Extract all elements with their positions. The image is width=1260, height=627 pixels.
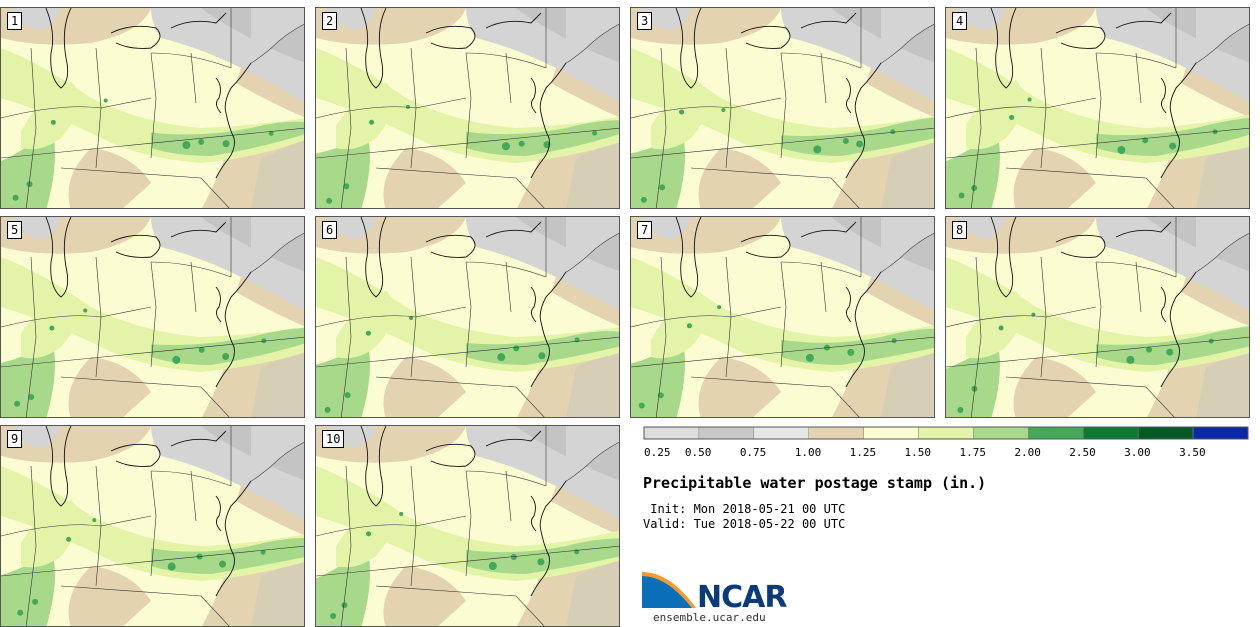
member-panel-3: 3 [630,7,935,209]
ncar-logo-icon [642,570,697,616]
valid-time: Valid: Tue 2018-05-22 00 UTC [643,517,846,531]
pw-map-5 [1,217,304,417]
legend-tick-label: 3.00 [1124,446,1151,459]
panel-number-label: 7 [637,221,653,239]
pw-map-2 [316,8,619,208]
panel-number-label: 5 [7,221,23,239]
panel-number-label: 8 [952,221,968,239]
panel-number-label: 2 [322,12,338,30]
legend-swatch [1137,426,1194,440]
member-panel-4: 4 [945,7,1250,209]
legend-swatch [1083,426,1139,440]
init-time: Init: Mon 2018-05-21 00 UTC [643,502,846,516]
legend-swatch [698,426,755,440]
legend-tick-label: 0.25 [644,446,671,459]
member-panel-9: 9 [0,425,305,627]
panel-number-label: 6 [322,221,338,239]
member-panel-7: 7 [630,216,935,418]
member-panel-6: 6 [315,216,620,418]
pw-map-1 [1,8,304,208]
legend-swatch [973,426,1029,440]
pw-map-3 [631,8,934,208]
pw-map-10 [316,426,619,626]
ncar-logo-text: NCAR [697,580,787,615]
legend-swatch [643,426,700,440]
pw-map-4 [946,8,1249,208]
member-panel-8: 8 [945,216,1250,418]
website-url: ensemble.ucar.edu [653,611,766,624]
legend-swatch [808,426,864,440]
legend-swatch [1028,426,1084,440]
panel-number-label: 9 [7,430,23,448]
legend-swatch [863,426,919,440]
legend-swatch [918,426,974,440]
panel-number-label: 3 [637,12,653,30]
member-panel-5: 5 [0,216,305,418]
legend-tick-label: 1.50 [905,446,932,459]
chart-title: Precipitable water postage stamp (in.) [643,474,987,492]
legend-tick-label: 0.50 [685,446,711,459]
legend-tick-label: 0.75 [740,446,767,459]
member-panel-10: 10 [315,425,620,627]
legend-tick-label: 3.50 [1179,446,1206,459]
pw-map-9 [1,426,304,626]
pw-map-6 [316,217,619,417]
legend-swatch [1192,426,1249,440]
member-panel-1: 1 [0,7,305,209]
legend-outline [643,426,1249,440]
member-panel-2: 2 [315,7,620,209]
color-legend: 0.25 0.50 0.75 1.00 1.25 1.50 1.75 2.00 2.50 3.00… [643,426,1249,464]
panel-number-label: 4 [952,12,968,30]
legend-swatch [753,426,809,440]
pw-map-8 [946,217,1249,417]
legend-tick-label: 2.00 [1014,446,1041,459]
legend-tick-label: 1.00 [795,446,822,459]
legend-tick-label: 1.75 [959,446,986,459]
legend-tick-label: 1.25 [850,446,877,459]
panel-number-label: 10 [322,430,345,448]
pw-map-7 [631,217,934,417]
legend-tick-label: 2.50 [1069,446,1096,459]
panel-number-label: 1 [7,12,23,30]
